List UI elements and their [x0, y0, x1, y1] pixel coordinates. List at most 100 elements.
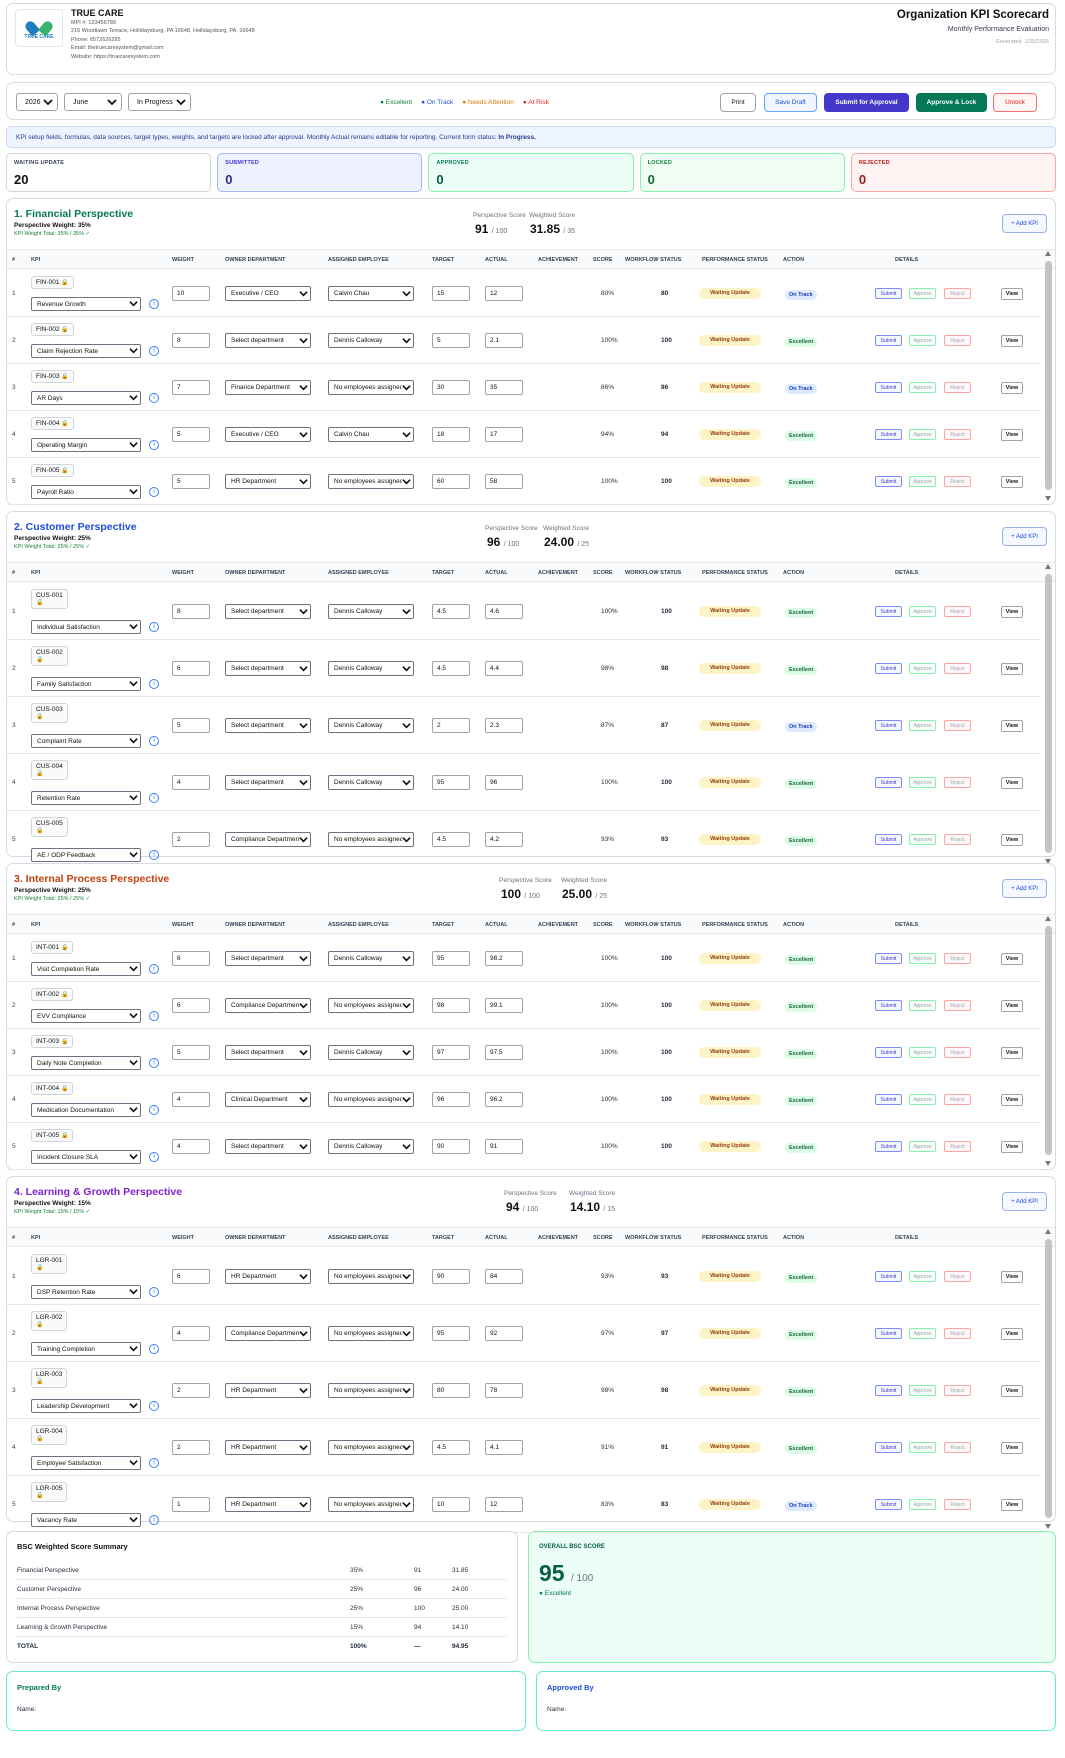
reject-row-button[interactable]: Reject	[944, 1270, 971, 1282]
kpi-name-select[interactable]: Vacancy Rate	[31, 1513, 141, 1527]
weight-input[interactable]: 8	[172, 332, 210, 348]
actual-input[interactable]: 4.6	[485, 603, 523, 619]
submit-row-button[interactable]: Submit	[875, 662, 902, 674]
kpi-name-select[interactable]: Medication Documentation	[31, 1103, 141, 1117]
info-icon[interactable]: i	[149, 622, 159, 632]
submit-row-button[interactable]: Submit	[875, 1327, 902, 1339]
info-icon[interactable]: i	[149, 1058, 159, 1068]
actual-input[interactable]: 2.3	[485, 717, 523, 733]
submit-row-button[interactable]: Submit	[875, 1140, 902, 1152]
info-icon[interactable]: i	[149, 346, 159, 356]
table-scrollbar[interactable]	[1044, 564, 1053, 867]
assigned-employee-select[interactable]: No employees assigned	[328, 473, 414, 489]
approve-row-button[interactable]: Approve	[909, 1384, 936, 1396]
submit-row-button[interactable]: Submit	[875, 381, 902, 393]
info-icon[interactable]: i	[149, 440, 159, 450]
target-input[interactable]: 15	[432, 285, 470, 301]
submit-row-button[interactable]: Submit	[875, 1093, 902, 1105]
weight-input[interactable]: 6	[172, 950, 210, 966]
target-input[interactable]: 2	[432, 717, 470, 733]
assigned-employee-select[interactable]: Dennis Calloway	[328, 660, 414, 676]
owner-department-select[interactable]: Select department	[225, 332, 311, 348]
view-details-button[interactable]: View	[1001, 1441, 1023, 1454]
scroll-down-icon[interactable]	[1045, 859, 1051, 864]
actual-input[interactable]: 4.4	[485, 660, 523, 676]
submit-row-button[interactable]: Submit	[875, 1441, 902, 1453]
approve-row-button[interactable]: Approve	[909, 662, 936, 674]
assigned-employee-select[interactable]: No employees assigned	[328, 1091, 414, 1107]
view-details-button[interactable]: View	[1001, 833, 1023, 846]
view-details-button[interactable]: View	[1001, 475, 1023, 488]
add-kpi-button[interactable]: + Add KPI	[1002, 214, 1047, 233]
scroll-down-icon[interactable]	[1045, 1161, 1051, 1166]
submit-row-button[interactable]: Submit	[875, 1384, 902, 1396]
owner-department-select[interactable]: Compliance Department	[225, 997, 311, 1013]
weight-input[interactable]: 4	[172, 1091, 210, 1107]
owner-department-select[interactable]: Compliance Department	[225, 1325, 311, 1341]
reject-row-button[interactable]: Reject	[944, 475, 971, 487]
weight-input[interactable]: 2	[172, 831, 210, 847]
owner-department-select[interactable]: HR Department	[225, 1496, 311, 1512]
owner-department-select[interactable]: Executive / CEO	[225, 426, 311, 442]
view-details-button[interactable]: View	[1001, 1093, 1023, 1106]
kpi-name-select[interactable]: AE / ODP Feedback	[31, 848, 141, 862]
owner-department-select[interactable]: HR Department	[225, 1439, 311, 1455]
reject-row-button[interactable]: Reject	[944, 999, 971, 1011]
approve-row-button[interactable]: Approve	[909, 1498, 936, 1510]
view-details-button[interactable]: View	[1001, 662, 1023, 675]
owner-department-select[interactable]: Select department	[225, 603, 311, 619]
print-button[interactable]: Print	[720, 93, 756, 112]
target-input[interactable]: 80	[432, 1382, 470, 1398]
kpi-name-select[interactable]: Incident Closure SLA	[31, 1150, 141, 1164]
approve-row-button[interactable]: Approve	[909, 999, 936, 1011]
month-select[interactable]: June	[64, 93, 122, 111]
submit-row-button[interactable]: Submit	[875, 475, 902, 487]
owner-department-select[interactable]: HR Department	[225, 1268, 311, 1284]
owner-department-select[interactable]: Select department	[225, 1044, 311, 1060]
owner-department-select[interactable]: Executive / CEO	[225, 285, 311, 301]
reject-row-button[interactable]: Reject	[944, 833, 971, 845]
table-scrollbar[interactable]	[1044, 916, 1053, 1169]
view-details-button[interactable]: View	[1001, 1270, 1023, 1283]
info-icon[interactable]: i	[149, 299, 159, 309]
view-details-button[interactable]: View	[1001, 605, 1023, 618]
scroll-thumb[interactable]	[1045, 926, 1052, 1155]
weight-input[interactable]: 5	[172, 717, 210, 733]
weight-input[interactable]: 6	[172, 660, 210, 676]
add-kpi-button[interactable]: + Add KPI	[1002, 1192, 1047, 1211]
assigned-employee-select[interactable]: No employees assigned	[328, 1325, 414, 1341]
reject-row-button[interactable]: Reject	[944, 605, 971, 617]
view-details-button[interactable]: View	[1001, 1327, 1023, 1340]
owner-department-select[interactable]: Clinical Department	[225, 1091, 311, 1107]
weight-input[interactable]: 5	[172, 426, 210, 442]
info-icon[interactable]: i	[149, 1105, 159, 1115]
reject-row-button[interactable]: Reject	[944, 1046, 971, 1058]
weight-input[interactable]: 6	[172, 1268, 210, 1284]
owner-department-select[interactable]: Select department	[225, 950, 311, 966]
approve-row-button[interactable]: Approve	[909, 475, 936, 487]
actual-input[interactable]: 97.5	[485, 1044, 523, 1060]
owner-department-select[interactable]: Finance Department	[225, 379, 311, 395]
target-input[interactable]: 98	[432, 997, 470, 1013]
reject-row-button[interactable]: Reject	[944, 287, 971, 299]
approve-row-button[interactable]: Approve	[909, 605, 936, 617]
reject-row-button[interactable]: Reject	[944, 1441, 971, 1453]
weight-input[interactable]: 2	[172, 1382, 210, 1398]
view-details-button[interactable]: View	[1001, 776, 1023, 789]
assigned-employee-select[interactable]: No employees assigned	[328, 1268, 414, 1284]
approve-row-button[interactable]: Approve	[909, 1441, 936, 1453]
actual-input[interactable]: 99.1	[485, 997, 523, 1013]
actual-input[interactable]: 92	[485, 1325, 523, 1341]
scroll-down-icon[interactable]	[1045, 496, 1051, 501]
view-details-button[interactable]: View	[1001, 334, 1023, 347]
approve-row-button[interactable]: Approve	[909, 1327, 936, 1339]
reject-row-button[interactable]: Reject	[944, 381, 971, 393]
info-icon[interactable]: i	[149, 1458, 159, 1468]
target-input[interactable]: 5	[432, 332, 470, 348]
kpi-name-select[interactable]: Complaint Rate	[31, 734, 141, 748]
target-input[interactable]: 97	[432, 1044, 470, 1060]
actual-input[interactable]: 96.2	[485, 1091, 523, 1107]
reject-row-button[interactable]: Reject	[944, 1498, 971, 1510]
info-icon[interactable]: i	[149, 1152, 159, 1162]
info-icon[interactable]: i	[149, 793, 159, 803]
